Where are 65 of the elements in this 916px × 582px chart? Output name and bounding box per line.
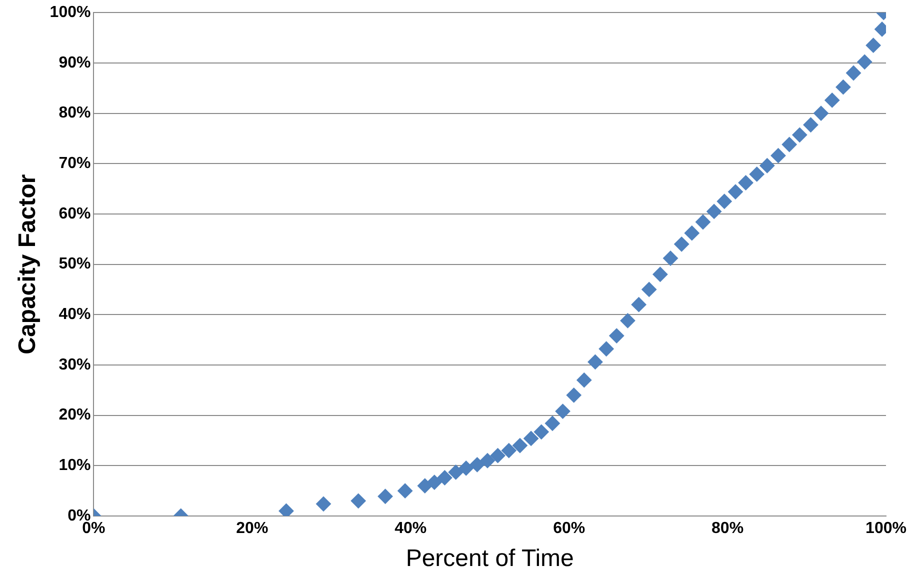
point: [836, 80, 851, 95]
point: [814, 106, 829, 121]
point: [417, 478, 432, 494]
x-tick-label: 60%: [553, 520, 586, 538]
x-tick-label: 100%: [866, 520, 906, 538]
point: [857, 54, 872, 70]
point: [458, 460, 474, 476]
y-tick-label: 30%: [58, 356, 91, 374]
point: [792, 127, 808, 142]
point: [866, 38, 881, 53]
point: [631, 297, 646, 312]
point: [770, 148, 786, 164]
point: [512, 438, 528, 454]
point: [846, 66, 862, 81]
point: [524, 430, 539, 446]
point: [760, 158, 775, 174]
y-tick-label: 80%: [58, 104, 91, 122]
point: [824, 92, 840, 108]
point: [448, 464, 464, 480]
point: [738, 175, 754, 190]
point: [378, 488, 393, 504]
x-tick-label: 80%: [712, 520, 744, 538]
point: [749, 166, 764, 182]
y-tick-label: 70%: [58, 155, 91, 172]
point: [350, 493, 366, 508]
point: [684, 226, 700, 241]
point: [728, 184, 743, 200]
point: [706, 204, 722, 219]
point: [803, 117, 818, 132]
point: [663, 250, 678, 266]
point: [316, 496, 331, 512]
point: [555, 404, 570, 419]
point: [642, 282, 657, 297]
point: [278, 503, 294, 516]
point: [437, 470, 452, 486]
point: [470, 457, 485, 472]
point: [544, 416, 560, 431]
point: [490, 448, 506, 464]
y-tick-label: 90%: [58, 54, 91, 72]
y-tick-label: 40%: [58, 306, 91, 324]
point: [652, 266, 668, 282]
point: [716, 194, 732, 209]
point: [620, 313, 636, 328]
point: [588, 354, 603, 370]
y-tick-label: 20%: [58, 406, 91, 424]
point: [398, 483, 413, 498]
x-tick-label: 20%: [236, 520, 268, 538]
point: [480, 453, 495, 468]
y-tick-label: 50%: [58, 256, 91, 273]
y-tick-label: 10%: [58, 457, 91, 474]
y-tick-label: 100%: [50, 4, 91, 22]
point: [782, 136, 797, 152]
y-axis-title: Capacity Factor: [14, 174, 42, 354]
x-tick-label: 40%: [394, 520, 427, 538]
point: [576, 372, 592, 388]
y-tick-label: 60%: [58, 205, 91, 222]
point: [534, 424, 549, 440]
x-axis-title: Percent of Time: [406, 545, 574, 572]
point: [598, 341, 614, 356]
point: [501, 443, 516, 458]
point: [609, 328, 624, 344]
point: [566, 388, 582, 403]
point: [695, 214, 710, 230]
point: [426, 474, 442, 490]
point: [674, 236, 690, 252]
